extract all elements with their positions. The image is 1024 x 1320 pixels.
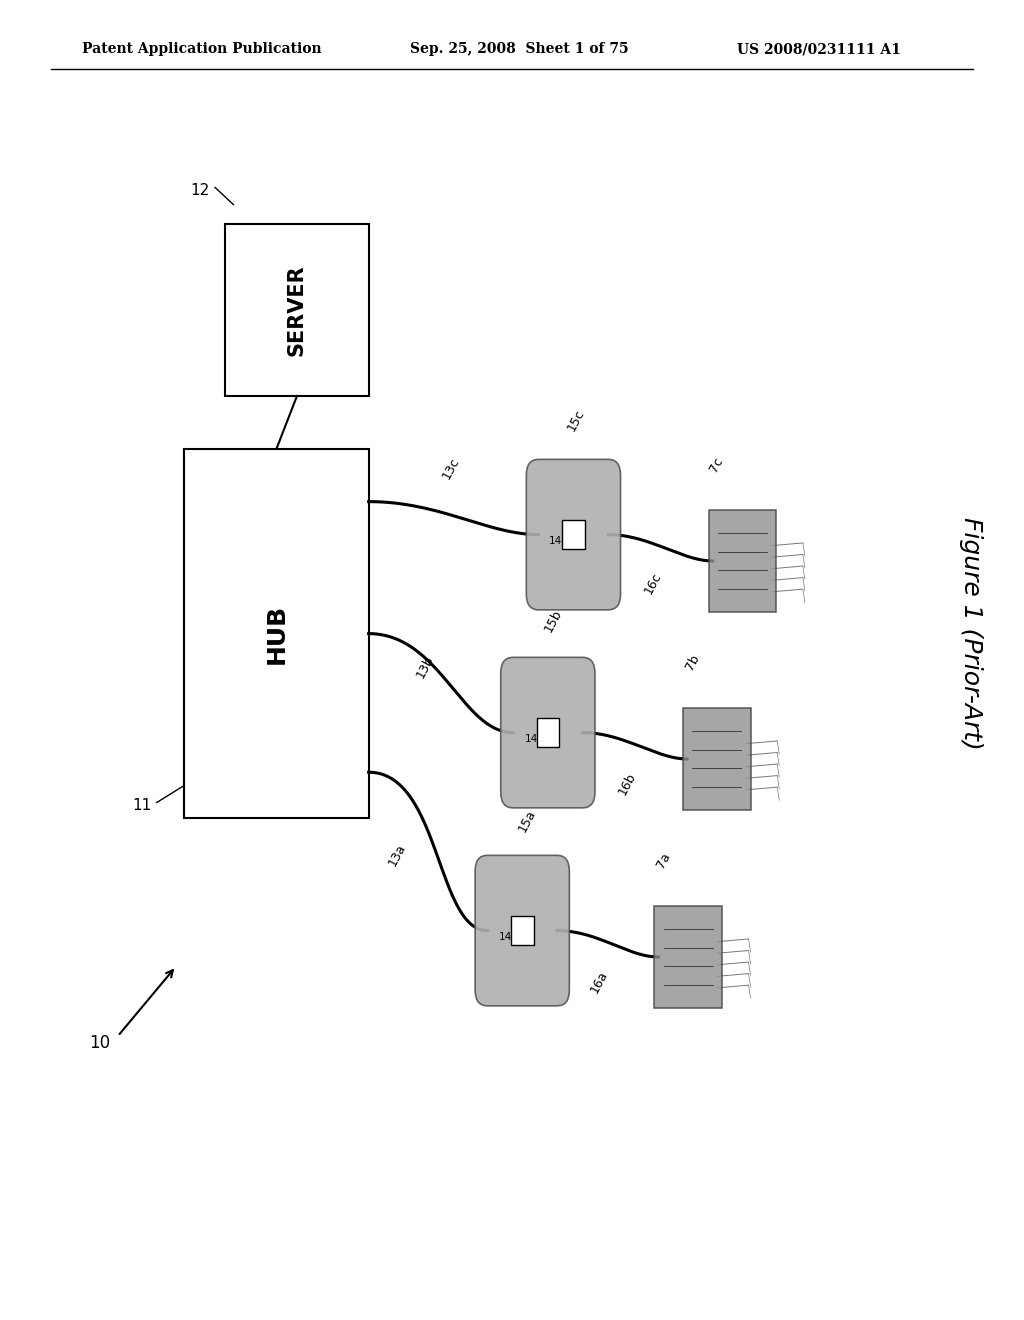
Text: 7b: 7b <box>683 652 701 673</box>
FancyBboxPatch shape <box>654 906 722 1008</box>
Text: Figure 1 (Prior-Art): Figure 1 (Prior-Art) <box>958 517 983 750</box>
Text: 10: 10 <box>89 1034 111 1052</box>
Text: US 2008/0231111 A1: US 2008/0231111 A1 <box>737 42 901 57</box>
FancyBboxPatch shape <box>475 855 569 1006</box>
Text: 11: 11 <box>132 797 152 813</box>
Text: 16c: 16c <box>642 570 665 597</box>
Text: 13a: 13a <box>386 842 409 869</box>
FancyBboxPatch shape <box>511 916 534 945</box>
FancyBboxPatch shape <box>225 224 369 396</box>
FancyBboxPatch shape <box>184 449 369 818</box>
Text: 13c: 13c <box>439 455 462 482</box>
Text: Sep. 25, 2008  Sheet 1 of 75: Sep. 25, 2008 Sheet 1 of 75 <box>410 42 629 57</box>
FancyBboxPatch shape <box>526 459 621 610</box>
Text: SERVER: SERVER <box>287 264 307 356</box>
Text: 13b: 13b <box>414 653 436 680</box>
Text: 14c: 14c <box>549 536 567 546</box>
Text: 16b: 16b <box>615 771 638 797</box>
Text: 15a: 15a <box>516 808 539 834</box>
Text: Patent Application Publication: Patent Application Publication <box>82 42 322 57</box>
FancyBboxPatch shape <box>501 657 595 808</box>
FancyBboxPatch shape <box>537 718 559 747</box>
FancyBboxPatch shape <box>683 708 751 810</box>
Text: 15c: 15c <box>564 407 587 433</box>
Text: HUB: HUB <box>264 603 289 664</box>
Text: 7c: 7c <box>708 455 726 474</box>
Text: 14a: 14a <box>499 932 519 942</box>
FancyBboxPatch shape <box>562 520 585 549</box>
Text: 16a: 16a <box>588 969 610 995</box>
Text: 7a: 7a <box>654 850 673 871</box>
Text: 12: 12 <box>190 182 210 198</box>
FancyBboxPatch shape <box>709 510 776 612</box>
Text: 14b: 14b <box>524 734 545 744</box>
Text: 15b: 15b <box>542 607 564 634</box>
